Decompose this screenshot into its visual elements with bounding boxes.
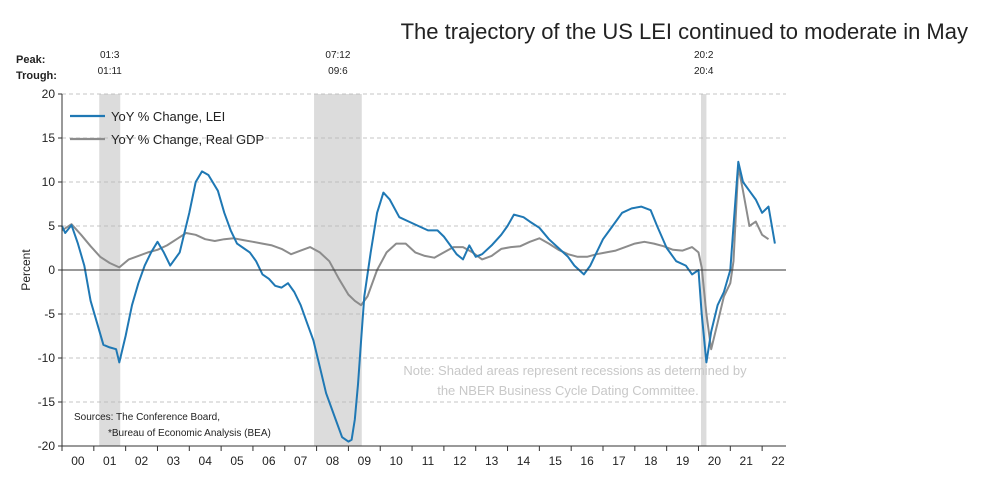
- x-tick-label-7: 07: [294, 454, 308, 468]
- x-tick-label-22: 22: [771, 454, 785, 468]
- recession-peak-label-1: 07:12: [325, 50, 350, 61]
- x-tick-label-3: 03: [167, 454, 181, 468]
- x-tick-label-2: 02: [135, 454, 149, 468]
- trough-label: Trough:: [16, 70, 57, 82]
- y-tick-label-7: 15: [42, 131, 56, 145]
- y-tick-label-5: 5: [48, 219, 55, 233]
- recession-trough-label-0: 01:11: [98, 66, 123, 77]
- y-axis-label: Percent: [19, 249, 33, 291]
- legend-label-gdp: YoY % Change, Real GDP: [111, 132, 264, 147]
- x-tick-label-12: 12: [453, 454, 467, 468]
- x-tick-label-6: 06: [262, 454, 276, 468]
- y-tick-label-4: 0: [48, 263, 55, 277]
- x-tick-label-4: 04: [199, 454, 213, 468]
- recession-peak-label-2: 20:2: [694, 50, 714, 61]
- x-tick-label-10: 10: [389, 454, 403, 468]
- note-line-2: the NBER Business Cycle Dating Committee…: [437, 383, 699, 398]
- y-tick-label-3: -5: [44, 307, 55, 321]
- legend-label-lei: YoY % Change, LEI: [111, 109, 225, 124]
- x-tick-label-17: 17: [612, 454, 626, 468]
- x-tick-label-18: 18: [644, 454, 658, 468]
- x-tick-label-19: 19: [676, 454, 690, 468]
- x-tick-label-8: 08: [326, 454, 340, 468]
- chart-title: The trajectory of the US LEI continued t…: [401, 19, 968, 44]
- sources-line-2: *Bureau of Economic Analysis (BEA): [108, 428, 271, 439]
- x-tick-label-0: 00: [71, 454, 85, 468]
- x-tick-label-21: 21: [740, 454, 754, 468]
- x-tick-label-13: 13: [485, 454, 499, 468]
- x-tick-label-16: 16: [580, 454, 594, 468]
- recession-trough-label-1: 09:6: [328, 66, 348, 77]
- x-tick-label-14: 14: [517, 454, 531, 468]
- recession-trough-label-2: 20:4: [694, 66, 714, 77]
- y-tick-label-8: 20: [42, 87, 56, 101]
- note-line-1: Note: Shaded areas represent recessions …: [403, 363, 747, 378]
- x-tick-label-1: 01: [103, 454, 117, 468]
- series-layer: [61, 160, 776, 443]
- legend: YoY % Change, LEI YoY % Change, Real GDP: [70, 109, 264, 147]
- grid-layer: [62, 93, 786, 403]
- recession-peak-label-0: 01:3: [100, 50, 120, 61]
- x-tick-label-5: 05: [230, 454, 244, 468]
- x-tick-label-20: 20: [708, 454, 722, 468]
- series-line-lei: [61, 160, 776, 443]
- y-tick-label-1: -15: [38, 395, 56, 409]
- x-tick-label-9: 09: [358, 454, 372, 468]
- y-tick-label-0: -20: [38, 439, 56, 453]
- y-tick-label-6: 10: [42, 175, 56, 189]
- sources-line-1: Sources: The Conference Board,: [74, 412, 220, 423]
- x-tick-label-15: 15: [549, 454, 563, 468]
- y-tick-label-2: -10: [38, 351, 56, 365]
- series-line-gdp: [61, 165, 770, 351]
- x-tick-label-11: 11: [422, 454, 435, 468]
- peak-label: Peak:: [16, 54, 45, 66]
